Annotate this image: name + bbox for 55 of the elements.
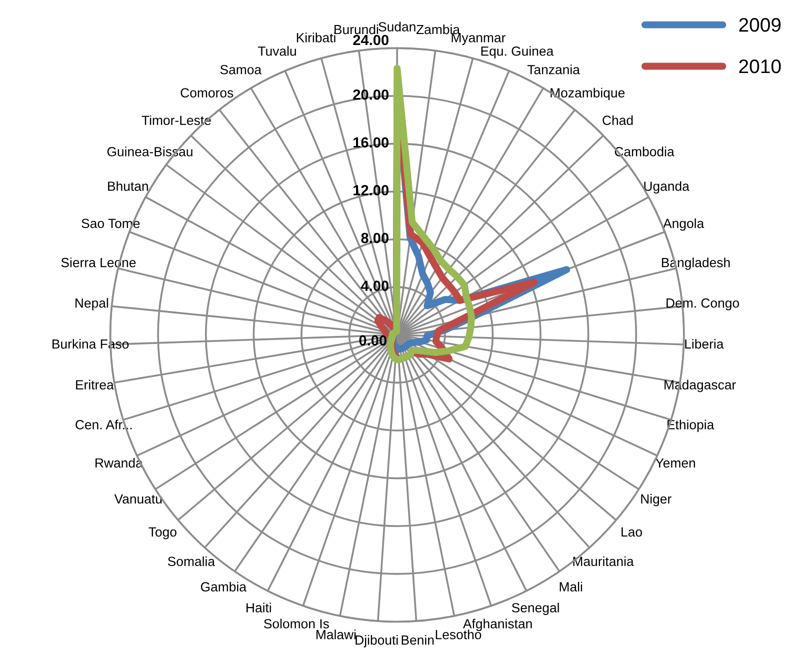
spoke-label: Somalia — [168, 556, 216, 566]
spoke-label: Dem. Congo — [666, 298, 740, 310]
spoke-label: Ethiopia — [668, 420, 714, 432]
spoke-label: Djibouti — [356, 635, 398, 648]
y-tick-label: 4.00 — [360, 280, 389, 291]
spoke-label: Solomon Is — [264, 618, 329, 628]
spoke-label: Benin — [402, 635, 434, 645]
spoke-label: Myanmar — [452, 33, 506, 45]
spoke-label: Yemen — [656, 458, 696, 468]
spoke-label: Gambia — [200, 582, 246, 592]
spoke-label: Mozambique — [550, 88, 625, 100]
spoke-label: Lesotho — [436, 630, 482, 640]
spoke-label: Sierra Leone — [61, 258, 136, 268]
spoke-label: Mali — [560, 582, 582, 592]
spoke-label: Madagascar — [664, 380, 736, 392]
spoke-label: Samoa — [220, 64, 262, 74]
legend-label: 2010 — [739, 59, 781, 74]
legend-label: 2009 — [739, 18, 781, 32]
spoke-label: Tanzania — [527, 64, 580, 74]
spoke-label: Eritrea — [76, 380, 114, 390]
spoke-label: Cambodia — [614, 146, 674, 156]
spoke-label: Burkina Faso — [52, 338, 129, 349]
spoke-label: Zambia — [416, 24, 460, 34]
spoke-label: Cen. Afr... — [76, 420, 132, 430]
spoke-label: Rwanda — [96, 458, 143, 468]
spoke-label: Lao — [622, 527, 642, 537]
y-tick-label: 16.00 — [354, 137, 389, 148]
spoke-label: Niger — [641, 494, 672, 506]
spoke-label: Mauritania — [573, 556, 634, 566]
y-tick-label: 20.00 — [353, 89, 389, 100]
spoke-label: Togo — [148, 527, 176, 540]
spoke-label: Comoros — [180, 88, 234, 98]
spoke-label: Timor-Leste — [142, 115, 211, 126]
spoke-label: Uganda — [644, 181, 690, 194]
spoke-label: Sudan — [378, 22, 416, 32]
spoke-label: Bhutan — [108, 181, 148, 191]
spoke-label: Nepal — [76, 298, 108, 310]
spoke-label: Liberia — [685, 338, 724, 349]
spoke-label: Burundi — [334, 24, 378, 34]
spoke-label: Tuvalu — [258, 46, 296, 56]
spoke-label: Haiti — [246, 602, 271, 612]
y-tick-label: 8.00 — [361, 232, 389, 244]
spoke-label: Afghanistan — [462, 618, 532, 632]
spoke-label: Senegal — [512, 602, 559, 616]
spoke-label: Sao Tome — [82, 218, 140, 228]
spoke-label: Bangladesh — [662, 258, 730, 270]
spoke-label: Malawi — [316, 630, 356, 640]
spoke-label: Guinea-Bissau — [107, 146, 192, 156]
y-tick-label: 24.00 — [353, 34, 389, 46]
spoke-label: Vanuatu — [114, 494, 162, 504]
spoke-label: Equ. Guinea — [481, 46, 554, 58]
spoke-label: Angola — [663, 218, 704, 231]
spoke-label: Chad — [602, 115, 633, 126]
spoke-label: Kiribati — [296, 32, 336, 42]
y-tick-label: 12.00 — [354, 185, 389, 196]
